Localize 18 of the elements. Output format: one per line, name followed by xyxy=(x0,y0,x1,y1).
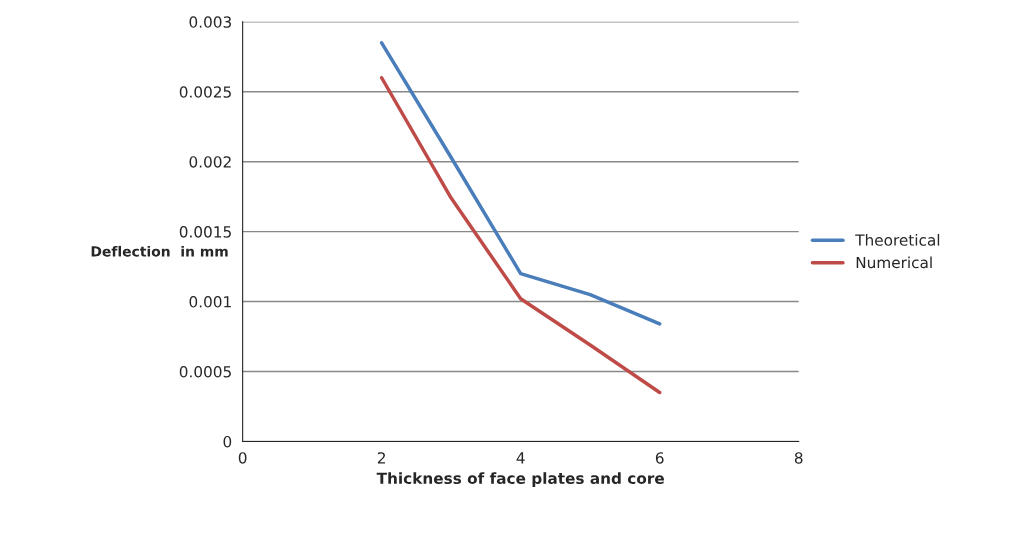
x-tick-label: 2 xyxy=(377,452,385,464)
line-series xyxy=(379,41,662,326)
x-tick-label: 4 xyxy=(516,452,525,464)
y-tick-label: 0.0025 xyxy=(179,86,231,98)
y-tick-label: 0.002 xyxy=(189,156,231,168)
line-series xyxy=(379,76,662,395)
x-tick-label: 0 xyxy=(238,452,247,464)
y-tick-label: 0.001 xyxy=(189,296,231,308)
y-axis-title: Deflection in mm xyxy=(91,245,228,257)
y-tick-label: 0.003 xyxy=(189,16,231,28)
legend-label: Theoretical xyxy=(855,234,940,246)
x-tick-label: 6 xyxy=(655,452,664,464)
y-tick-label: 0.0015 xyxy=(179,226,231,238)
x-axis-title: Thickness of face plates and core xyxy=(376,472,664,487)
x-tick-label: 8 xyxy=(794,452,803,464)
y-tick-label: 0 xyxy=(223,435,232,448)
y-tick-label: 0.0005 xyxy=(179,365,231,378)
legend-label: Numerical xyxy=(856,256,932,269)
